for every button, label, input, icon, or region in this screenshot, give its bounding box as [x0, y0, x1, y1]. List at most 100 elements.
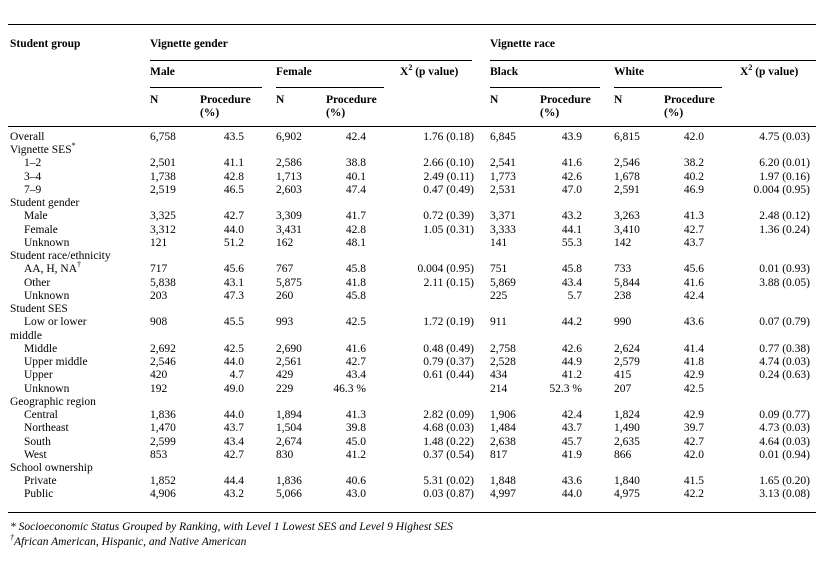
cell-male-n: 5,838 — [150, 276, 176, 289]
row-label: Private — [24, 475, 57, 488]
cell-black-procedure: 41.9 — [561, 448, 582, 461]
cell-x2-gender: 2.66 (0.10) — [423, 157, 474, 170]
cell-female-procedure: 47.4 — [345, 183, 366, 196]
cell-female-procedure: 42.5 — [345, 316, 366, 329]
vignette-race-header: Vignette race — [490, 38, 556, 50]
cell-black-procedure: 42.4 — [561, 409, 582, 422]
row-label: Overall — [10, 131, 45, 143]
cell-female-n: 229 — [276, 382, 294, 395]
cell-female-procedure: 48.1 — [345, 236, 366, 249]
cell-x2-gender: 0.37 (0.54) — [423, 448, 474, 461]
female-procedure-header: Procedure (%) — [326, 94, 377, 119]
cell-white-procedure: 42.9 — [683, 409, 704, 422]
cell-male-procedure: 44.0 — [223, 223, 244, 236]
cell-black-n: 141 — [490, 236, 508, 249]
cell-black-n: 5,869 — [490, 276, 516, 289]
cell-white-n: 2,591 — [614, 183, 640, 196]
cell-x2-race: 0.09 (0.77) — [759, 409, 810, 422]
female-n-header: N — [276, 94, 285, 106]
cell-white-n: 3,410 — [614, 223, 640, 236]
cell-female-n: 2,561 — [276, 356, 302, 369]
cell-white-n: 142 — [614, 236, 632, 249]
row-label: Student race/ethnicity — [10, 250, 111, 263]
vignette-gender-header: Vignette gender — [150, 38, 228, 50]
cell-white-n: 207 — [614, 382, 632, 395]
cell-white-procedure: 42.7 — [683, 435, 704, 448]
cell-white-procedure: 39.7 — [683, 422, 704, 435]
cell-x2-race: 0.01 (0.93) — [759, 263, 810, 276]
cell-white-n: 2,635 — [614, 435, 640, 448]
cell-black-n: 911 — [490, 316, 507, 329]
cell-white-procedure: 45.6 — [683, 263, 704, 276]
row-label: Low or lower — [24, 316, 87, 329]
cell-x2-gender: 1.05 (0.31) — [423, 223, 474, 236]
gender-group-rule — [150, 60, 472, 61]
row-label: 3–4 — [24, 170, 42, 183]
cell-female-procedure: 41.2 — [345, 448, 366, 461]
table-bottom-rule — [8, 512, 816, 513]
cell-male-procedure: 42.7 — [223, 210, 244, 223]
male-rule — [150, 87, 262, 88]
top-rule — [8, 24, 816, 25]
cell-x2-race: 0.07 (0.79) — [759, 316, 810, 329]
cell-x2-gender: 0.004 (0.95) — [417, 263, 474, 276]
cell-white-n: 2,546 — [614, 157, 640, 170]
cell-female-n: 260 — [276, 289, 294, 302]
cell-white-n: 866 — [614, 448, 632, 461]
cell-white-n: 6,815 — [614, 131, 640, 143]
cell-black-n: 2,758 — [490, 342, 516, 355]
cell-male-procedure: 43.2 — [223, 488, 244, 501]
cell-x2-race: 4.64 (0.03) — [759, 435, 810, 448]
cell-black-n: 3,371 — [490, 210, 516, 223]
cell-female-procedure: 46.3 % — [333, 382, 366, 395]
cell-male-n: 853 — [150, 448, 168, 461]
cell-black-n: 434 — [490, 369, 508, 382]
cell-black-procedure: 43.4 — [561, 276, 582, 289]
cell-male-procedure: 44.0 — [223, 356, 244, 369]
cell-white-procedure: 42.7 — [683, 223, 704, 236]
cell-white-procedure: 42.2 — [683, 488, 704, 501]
cell-female-procedure: 42.4 — [345, 131, 366, 143]
cell-white-procedure: 38.2 — [683, 157, 704, 170]
cell-female-n: 830 — [276, 448, 294, 461]
cell-white-n: 1,678 — [614, 170, 640, 183]
cell-x2-race: 0.24 (0.63) — [759, 369, 810, 382]
cell-black-procedure: 42.6 — [561, 170, 582, 183]
cell-x2-gender: 0.03 (0.87) — [423, 488, 474, 501]
cell-male-n: 1,836 — [150, 409, 176, 422]
cell-x2-gender: 4.68 (0.03) — [423, 422, 474, 435]
cell-white-n: 990 — [614, 316, 632, 329]
cell-female-procedure: 42.7 — [345, 356, 366, 369]
row-label: AA, H, NA† — [24, 260, 82, 276]
cell-white-procedure: 41.6 — [683, 276, 704, 289]
cell-white-n: 1,824 — [614, 409, 640, 422]
cell-female-n: 1,504 — [276, 422, 302, 435]
cell-male-n: 2,546 — [150, 356, 176, 369]
cell-male-procedure: 43.7 — [223, 422, 244, 435]
cell-male-n: 908 — [150, 316, 168, 329]
cell-black-procedure: 41.2 — [561, 369, 582, 382]
cell-x2-gender: 0.47 (0.49) — [423, 183, 474, 196]
cell-black-procedure: 43.2 — [561, 210, 582, 223]
cell-male-procedure: 42.7 — [223, 448, 244, 461]
cell-male-procedure: 47.3 — [223, 289, 244, 302]
cell-white-procedure: 42.4 — [683, 289, 704, 302]
black-n-header: N — [490, 94, 499, 106]
row-label: Upper — [24, 369, 53, 382]
cell-black-n: 2,528 — [490, 356, 516, 369]
cell-black-procedure: 52.3 % — [549, 382, 582, 395]
cell-white-procedure: 43.6 — [683, 316, 704, 329]
footnote-race: †African American, Hispanic, and Native … — [10, 533, 247, 548]
row-label: Vignette SES* — [10, 141, 76, 157]
cell-white-n: 3,263 — [614, 210, 640, 223]
cell-female-procedure: 42.8 — [345, 223, 366, 236]
cell-black-procedure: 43.9 — [561, 131, 582, 143]
cell-black-n: 214 — [490, 382, 508, 395]
cell-x2-race: 3.13 (0.08) — [759, 488, 810, 501]
cell-female-n: 767 — [276, 263, 294, 276]
cell-black-procedure: 44.0 — [561, 488, 582, 501]
cell-black-procedure: 44.1 — [561, 223, 582, 236]
cell-black-procedure: 44.9 — [561, 356, 582, 369]
cell-black-procedure: 43.6 — [561, 475, 582, 488]
cell-black-n: 2,531 — [490, 183, 516, 196]
